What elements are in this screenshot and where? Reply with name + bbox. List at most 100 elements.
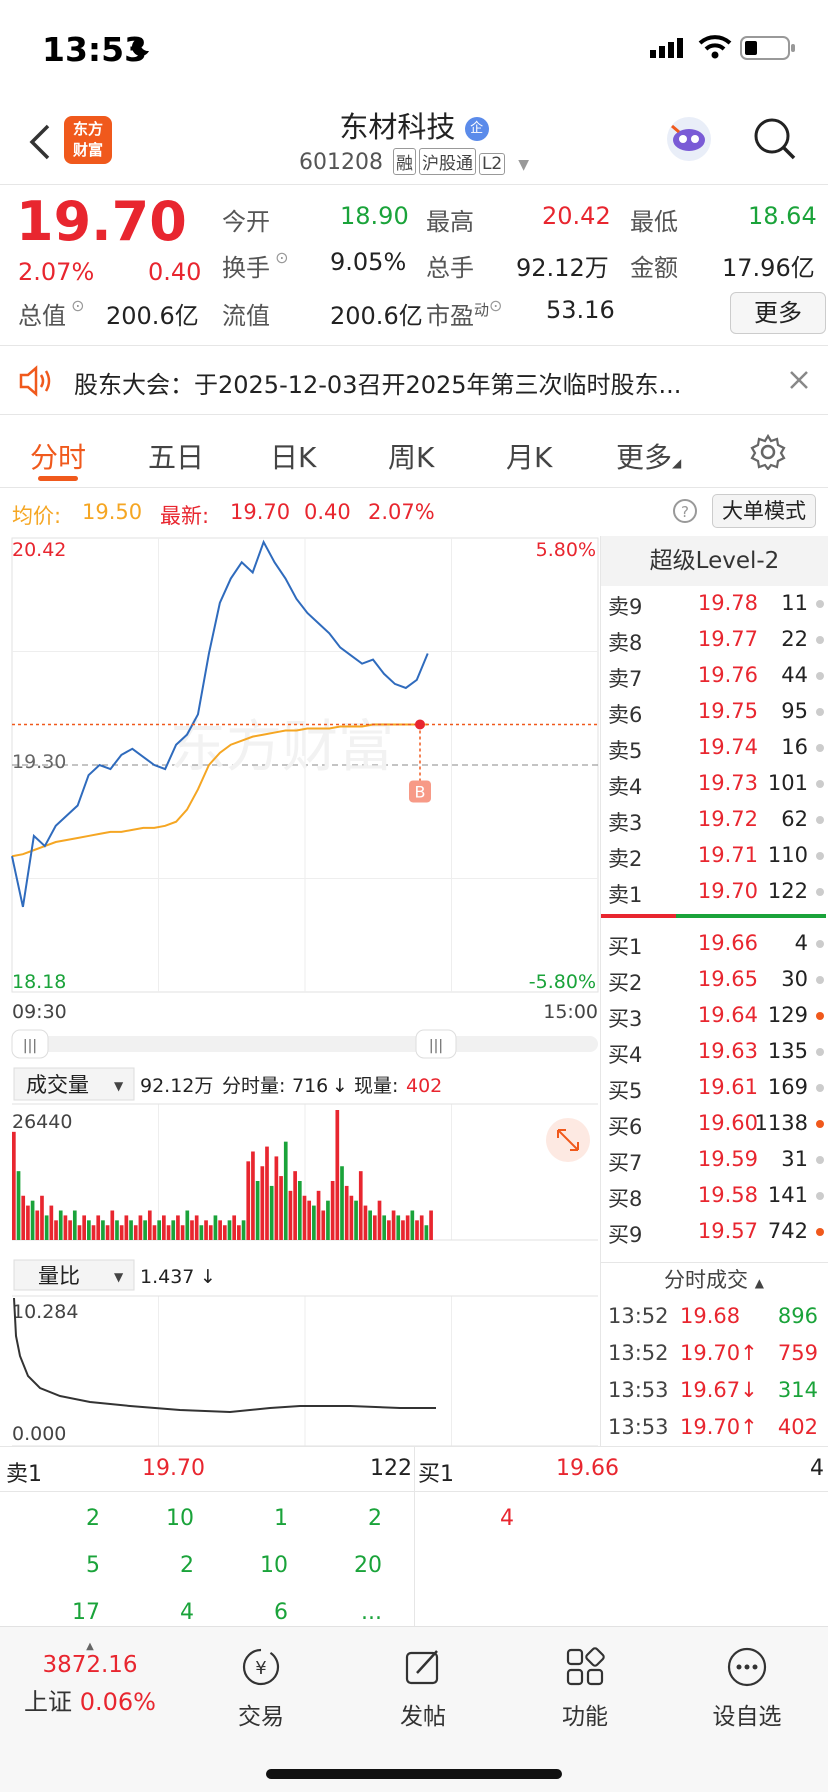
robot-assistant-icon[interactable] [664,114,714,164]
queue-ask-cell: 2 [86,1506,100,1531]
level-dot [816,600,824,608]
tab-more[interactable]: 更多◢ [616,441,682,474]
back-icon[interactable] [26,122,54,162]
dropdown-arrow-icon[interactable]: ▼ [518,157,530,173]
queue-ask-cell: 10 [166,1506,194,1531]
level-label: 卖1 [608,883,643,907]
tab-five-day[interactable]: 五日 [148,441,205,474]
notice-bar[interactable]: 股东大会：于2025-12-03召开2025年第三次临时股东... [0,347,828,415]
level-volume: 30 [781,967,808,991]
queue-bid-price: 19.66 [556,1456,619,1481]
mktcap-value: 200.6亿 [106,302,199,330]
ask-row[interactable]: 卖3 19.72 62 [600,802,828,838]
ask-row[interactable]: 卖5 19.74 16 [600,730,828,766]
bid-row[interactable]: 买9 19.57 742 [600,1214,828,1250]
level-label: 买7 [608,1151,643,1175]
volume-bar [293,1171,297,1240]
moon-icon [131,37,149,56]
level-label: 买6 [608,1115,643,1139]
ask-row[interactable]: 卖8 19.77 22 [600,622,828,658]
volume-bar [218,1220,222,1240]
tab-intraday[interactable]: 分时 [30,441,87,474]
orderbook-title[interactable]: 超级Level-2 [600,536,828,586]
more-button[interactable]: 更多 [730,292,826,334]
volume-bar [396,1215,401,1240]
tab-daily-k[interactable]: 日K [270,441,317,474]
nav-functions[interactable]: 功能 [520,1645,650,1731]
bid-row[interactable]: 买8 19.58 141 [600,1178,828,1214]
ask-row[interactable]: 卖9 19.78 11 [600,586,828,622]
range-slider-track[interactable] [12,1036,598,1052]
chart-grid [11,537,599,1447]
svg-text:▼: ▼ [114,1270,124,1284]
nav-post[interactable]: 发帖 [358,1645,488,1731]
help-icon[interactable]: ? [672,498,698,524]
index-pct: 0.06% [79,1688,156,1716]
trade-time: 13:53 [608,1378,669,1402]
bid-row[interactable]: 买6 19.60 1138 [600,1106,828,1142]
index-ticker[interactable]: ▲ 3872.16 上证 0.06% [0,1641,180,1717]
info-icon[interactable]: ⊙ [489,296,503,315]
volume-bar [30,1200,35,1240]
volume-bar [63,1215,68,1240]
y-prev-close-label: 19.30 [12,751,66,773]
info-icon[interactable]: ⊙ [270,248,289,267]
ask-row[interactable]: 卖2 19.71 110 [600,838,828,874]
volume-bar [110,1210,115,1240]
high-value: 20.42 [542,202,611,230]
bid-row[interactable]: 买4 19.63 135 [600,1034,828,1070]
range-slider-left-handle[interactable] [11,1029,49,1059]
buy-marker[interactable]: B [409,719,431,803]
volume-bar [358,1171,363,1240]
bid-row[interactable]: 买3 19.64 129 [600,998,828,1034]
nav-add-watchlist[interactable]: 设自选 [682,1645,812,1731]
volume-bar [166,1225,171,1240]
level-dot [816,852,824,860]
stock-code-row[interactable]: 601208 融沪股通 L2 ▼ [0,148,828,175]
quote-panel: 19.70 2.07% 0.40 今开 18.90 最高 20.42 最低 18… [0,186,828,346]
volume-bar [387,1220,391,1240]
volume-bar [255,1180,260,1240]
tab-monthly-k[interactable]: 月K [506,441,553,474]
bottom-nav: ▲ 3872.16 上证 0.06% ¥ 交易 发帖 功能 设自选 [0,1626,828,1792]
ratio-selector[interactable] [13,1259,135,1291]
trade-time: 13:52 [608,1304,669,1328]
ask-row[interactable]: 卖7 19.76 44 [600,658,828,694]
fen-volume-label: 分时量: [222,1075,285,1097]
trade-price: 19.67↓ [680,1378,758,1402]
nav-trade[interactable]: ¥ 交易 [196,1645,326,1731]
app-logo: 东方 财富 [64,116,112,164]
volume-selector[interactable] [13,1067,135,1101]
level-dot [816,708,824,716]
search-icon[interactable] [752,116,798,162]
range-slider-right-handle[interactable] [415,1029,457,1059]
bid-row[interactable]: 买1 19.66 4 [600,926,828,962]
level-dot [816,1048,824,1056]
trades-title[interactable]: 分时成交 ▲ [600,1262,828,1296]
level-price: 19.65 [697,967,758,991]
intraday-chart[interactable]: 东方财富 20.42 19.30 18.18 5.80% -5.80% 09:3… [0,536,600,1448]
volume-bar [124,1215,129,1240]
level-label: 买2 [608,971,643,995]
big-order-mode-button[interactable]: 大单模式 [712,494,816,528]
bid-row[interactable]: 买2 19.65 30 [600,962,828,998]
ask-row[interactable]: 卖6 19.75 95 [600,694,828,730]
ask-row[interactable]: 卖4 19.73 101 [600,766,828,802]
level-price: 19.72 [697,807,758,831]
queue-bid-vol: 4 [810,1456,824,1481]
volume-bar [133,1225,138,1240]
ask-row[interactable]: 卖1 19.70 122 [600,874,828,910]
bid-row[interactable]: 买5 19.61 169 [600,1070,828,1106]
level-dot [816,672,824,680]
info-icon[interactable]: ⊙ [66,296,85,315]
tab-weekly-k[interactable]: 周K [388,441,435,474]
close-icon[interactable] [788,369,810,391]
volume-bar [424,1225,429,1240]
volume-bar [321,1210,326,1240]
trade-row: 13:53 19.67↓ 314 [600,1372,828,1409]
time-start-label: 09:30 [12,1001,67,1023]
level-label: 买5 [608,1079,643,1103]
volume-bar [152,1225,157,1240]
settings-gear-icon[interactable] [750,434,786,470]
bid-row[interactable]: 买7 19.59 31 [600,1142,828,1178]
